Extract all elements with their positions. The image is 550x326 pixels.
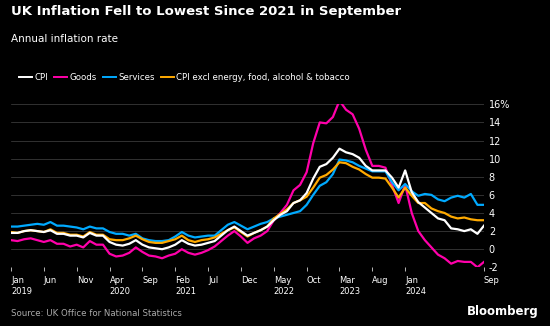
Text: Bloomberg: Bloomberg [468, 305, 539, 318]
Legend: CPI, Goods, Services, CPI excl energy, food, alcohol & tobacco: CPI, Goods, Services, CPI excl energy, f… [15, 69, 353, 85]
Text: Source: UK Office for National Statistics: Source: UK Office for National Statistic… [11, 309, 182, 318]
Text: UK Inflation Fell to Lowest Since 2021 in September: UK Inflation Fell to Lowest Since 2021 i… [11, 5, 401, 18]
Text: Annual inflation rate: Annual inflation rate [11, 34, 118, 44]
